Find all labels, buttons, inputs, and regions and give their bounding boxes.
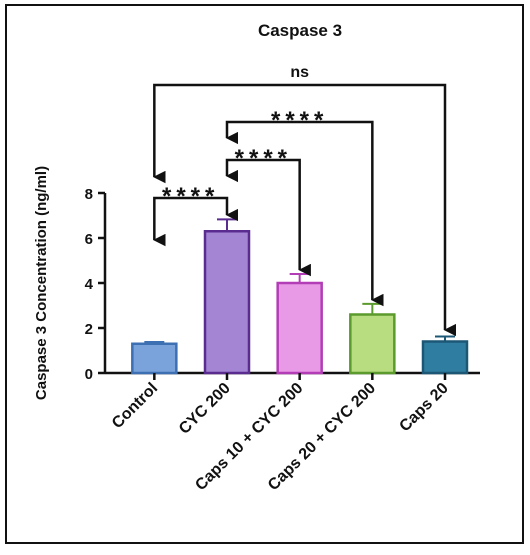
bar [131, 342, 178, 375]
significance-label: **** [271, 107, 328, 134]
x-tick-label: CYC 200 [176, 380, 234, 438]
y-tick-label: 8 [85, 186, 93, 203]
significance-label: **** [235, 145, 292, 172]
y-tick-label: 2 [85, 321, 93, 338]
significance-bracket [153, 83, 457, 337]
significance-label: ns [290, 64, 309, 81]
y-tick-label: 4 [85, 276, 94, 293]
frame [5, 4, 524, 544]
significance-label: **** [162, 183, 219, 210]
bar [421, 340, 469, 375]
y-tick-label: 0 [85, 366, 93, 383]
y-axis-label: Caspase 3 Concentration (ng/ml) [33, 166, 50, 400]
bar [276, 281, 323, 375]
bar [203, 230, 251, 375]
x-tick-label: Caps 20 [396, 380, 451, 435]
y-tick-label: 6 [85, 231, 93, 248]
bar [349, 313, 396, 375]
chart-title: Caspase 3 [258, 21, 342, 40]
x-tick-label: Control [109, 380, 161, 432]
